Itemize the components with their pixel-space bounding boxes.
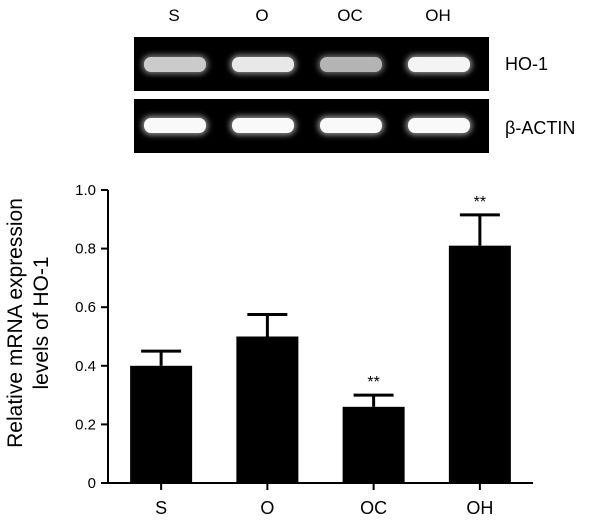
gel-lane-label-oc: OC (337, 6, 363, 25)
gel-band (320, 117, 382, 133)
gel-lane-label-oh: OH (425, 6, 451, 25)
gel-lane-label-s: S (168, 6, 180, 25)
bar-chart: Relative mRNA expression levels of HO-1 … (4, 182, 533, 518)
x-tick-label: OH (466, 498, 493, 518)
gel-actin-row (134, 99, 489, 153)
y-axis-label-line-1: Relative mRNA expression (4, 198, 27, 448)
y-axis-label-line-2: levels of HO-1 (30, 256, 53, 389)
bar (130, 365, 193, 483)
significance-annotation: ** (367, 374, 379, 391)
x-tick-label: OC (360, 498, 387, 518)
gel-band (144, 117, 206, 133)
gel-band (408, 117, 470, 133)
bars: ** ** (130, 194, 511, 483)
gel-band (232, 117, 294, 133)
y-tick-label: 1.0 (75, 182, 96, 199)
gel-row-label-actin: β-ACTIN (505, 118, 576, 138)
gel-band (232, 56, 294, 72)
gel-ho1-row (134, 37, 489, 91)
y-tick-label: 0.4 (75, 358, 96, 375)
gel-band (320, 56, 382, 72)
bar (342, 406, 405, 483)
gel-band (408, 56, 470, 72)
bar (448, 245, 511, 483)
gel-band (144, 56, 206, 72)
y-tick-label: 0.8 (75, 241, 96, 258)
y-tick-label: 0.2 (75, 416, 96, 433)
bar (236, 336, 299, 483)
axes: 0 0.2 0.4 0.6 0.8 1.0 S O OC OH (75, 182, 533, 518)
gel-row-label-ho1: HO-1 (505, 54, 549, 74)
x-tick-label: O (260, 498, 274, 518)
y-tick-label: 0 (88, 475, 96, 492)
x-tick-label: S (155, 498, 167, 518)
y-axis-label: Relative mRNA expression levels of HO-1 (4, 198, 53, 448)
gel-lane-label-o: O (255, 6, 269, 25)
y-tick-label: 0.6 (75, 299, 96, 316)
significance-annotation: ** (474, 194, 486, 211)
